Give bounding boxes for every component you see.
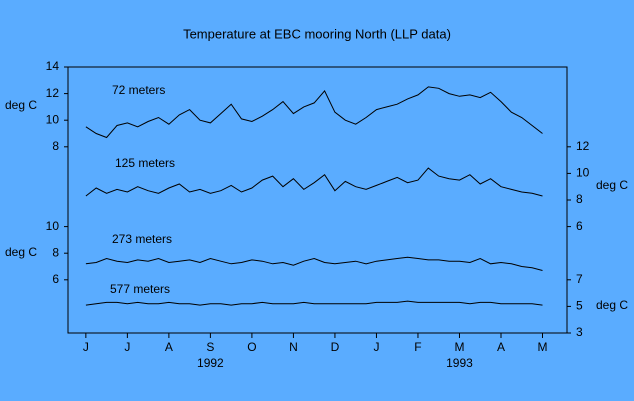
x-tick-label: O [247,340,256,354]
series-line [85,256,543,271]
y-axis-label: deg C [5,245,37,259]
series-label: 125 meters [115,156,175,170]
series-line [85,300,543,306]
y-tick-label: 5 [576,299,583,313]
y-tick-label: 12 [46,86,60,100]
series-label: 577 meters [110,282,170,296]
x-tick-label: F [414,340,421,354]
y-axis-label: deg C [596,178,628,192]
x-tick-label: S [206,340,214,354]
x-tick-label: J [373,340,379,354]
x-tick-label: J [124,340,130,354]
y-tick-label: 10 [46,112,60,126]
y-tick-label: 6 [52,272,59,286]
x-tick-label: M [538,340,548,354]
y-tick-label: 8 [52,245,59,259]
x-tick-label: A [165,340,173,354]
y-tick-label: 3 [576,325,583,339]
year-label: 1992 [197,356,224,370]
x-tick-label: M [454,340,464,354]
y-tick-label: 8 [52,139,59,153]
chart-title: Temperature at EBC mooring North (LLP da… [183,26,451,41]
y-tick-label: 14 [46,59,60,73]
x-tick-label: D [331,340,340,354]
y-axis-label: deg C [5,98,37,112]
y-tick-label: 7 [576,272,583,286]
y-tick-label: 8 [576,192,583,206]
series-line [85,86,543,139]
x-tick-label: N [289,340,298,354]
y-tick-label: 10 [46,219,60,233]
series-line [85,167,543,197]
x-tick-label: A [497,340,505,354]
y-axis-label: deg C [596,298,628,312]
y-tick-label: 10 [576,166,590,180]
series-label: 273 meters [112,232,172,246]
x-tick-label: J [83,340,89,354]
series-label: 72 meters [112,83,165,97]
y-tick-label: 12 [576,139,590,153]
y-tick-label: 6 [576,219,583,233]
year-label: 1993 [446,356,473,370]
